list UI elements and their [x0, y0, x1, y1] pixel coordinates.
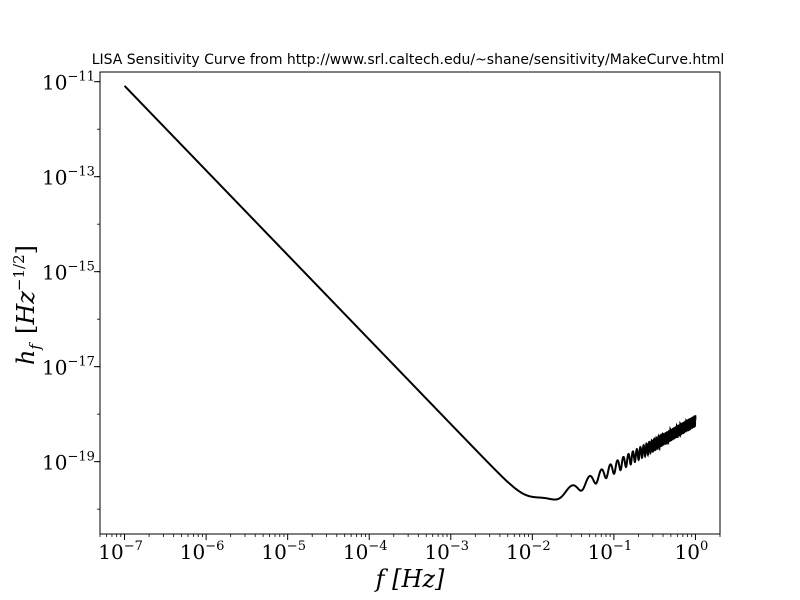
chart-title: LISA Sensitivity Curve from http://www.s… [92, 52, 725, 68]
x-tick-label: 10−1 [588, 539, 633, 564]
sensitivity-curve-line [123, 85, 697, 501]
y-tick-label: 10−13 [42, 165, 95, 190]
plot-frame [99, 71, 721, 535]
y-tick-label: 10−11 [42, 70, 95, 95]
y-tick-label: 10−19 [42, 450, 95, 475]
x-tick-label: 10−4 [343, 539, 388, 564]
x-axis-ticks: 10−7 10−6 10−5 10−4 10−3 10−2 10−1 100 [98, 534, 721, 564]
y-axis-ticks: 10−11 10−13 10−15 10−17 10−19 [42, 70, 100, 510]
x-tick-label: 10−7 [98, 539, 143, 564]
x-tick-label: 100 [675, 539, 709, 564]
y-tick-label: 10−17 [42, 355, 95, 380]
x-tick-label: 10−6 [180, 539, 225, 564]
x-tick-label: 10−2 [506, 539, 551, 564]
x-tick-label: 10−5 [261, 539, 306, 564]
x-axis-label: f [Hz] [374, 565, 445, 593]
x-tick-label: 10−3 [424, 539, 469, 564]
y-axis-label: hf[Hz−1/2] [10, 245, 44, 365]
svg-text:hf[Hz−1/2]: hf[Hz−1/2] [10, 245, 44, 365]
y-tick-label: 10−15 [42, 260, 95, 285]
